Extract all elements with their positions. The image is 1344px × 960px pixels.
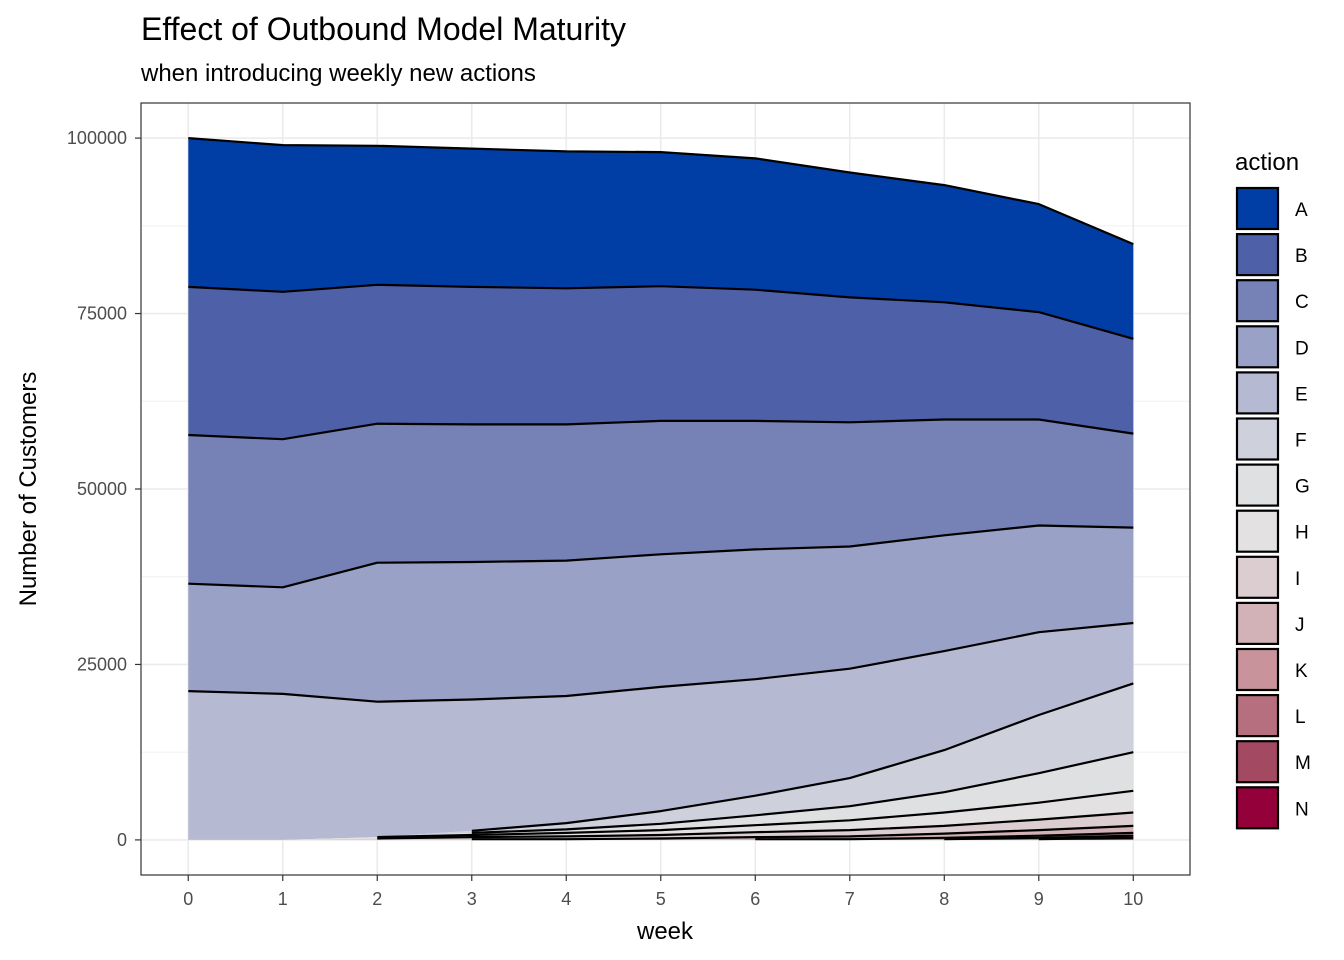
legend-key-H	[1235, 509, 1280, 553]
boundary-line-J	[471, 824, 1134, 841]
area-E	[188, 623, 1134, 840]
boundary-lines	[188, 137, 1134, 841]
y-tick-label: 50000	[77, 479, 127, 499]
boundary-line-A	[188, 137, 1134, 246]
area-M	[188, 837, 1134, 840]
chart-subtitle: when introducing weekly new actions	[140, 60, 536, 87]
legend-label-A: A	[1295, 200, 1308, 221]
boundary-line-K	[755, 831, 1134, 841]
legend-key-J	[1235, 601, 1280, 646]
legend-label-K: K	[1295, 661, 1308, 682]
chart-title: Effect of Outbound Model Maturity	[141, 11, 626, 47]
boundary-line-B	[188, 283, 1134, 340]
boundary-line-H	[377, 789, 1134, 839]
legend-label-L: L	[1295, 707, 1306, 728]
legend-label-B: B	[1295, 246, 1308, 267]
y-tick-label: 0	[117, 830, 127, 850]
area-A	[188, 138, 1134, 339]
legend: A B C D E F G H I J K L M N	[1235, 186, 1311, 830]
legend-label-N: N	[1295, 799, 1309, 820]
x-axis-title: week	[636, 918, 694, 945]
legend-key-A	[1235, 186, 1280, 231]
y-axis-title: Number of Customers	[15, 372, 42, 607]
boundary-line-M	[1038, 836, 1134, 841]
legend-key-G	[1235, 463, 1280, 507]
x-tick-label: 3	[467, 889, 477, 909]
x-tick-label: 6	[750, 889, 760, 909]
legend-label-C: C	[1295, 292, 1309, 313]
boundary-line-L	[944, 834, 1134, 841]
legend-title: action	[1235, 149, 1299, 176]
legend-label-I: I	[1295, 569, 1300, 590]
legend-key-D	[1235, 325, 1280, 369]
legend-label-F: F	[1295, 431, 1307, 452]
legend-label-E: E	[1295, 384, 1308, 405]
legend-key-C	[1235, 279, 1280, 323]
area-I	[188, 812, 1134, 840]
x-tick-label: 2	[372, 889, 382, 909]
legend-label-M: M	[1295, 753, 1311, 774]
boundary-line-F	[471, 682, 1134, 832]
boundary-line-D	[188, 524, 1134, 589]
legend-key-B	[1235, 233, 1280, 277]
legend-key-F	[1235, 417, 1280, 461]
area-C	[188, 419, 1134, 588]
area-G	[188, 752, 1134, 840]
boundary-line-C	[188, 418, 1134, 441]
legend-key-K	[1235, 647, 1280, 692]
legend-label-D: D	[1295, 338, 1309, 359]
area-D	[188, 525, 1134, 702]
y-axis-ticks: 0 25000 50000 75000 100000	[67, 128, 141, 850]
x-tick-label: 9	[1034, 889, 1044, 909]
x-tick-label: 8	[939, 889, 949, 909]
y-tick-label: 25000	[77, 654, 127, 674]
boundary-line-E	[188, 621, 1134, 703]
legend-key-N	[1235, 786, 1280, 830]
x-tick-label: 10	[1123, 889, 1143, 909]
x-tick-label: 7	[845, 889, 855, 909]
x-tick-label: 5	[656, 889, 666, 909]
legend-key-E	[1235, 371, 1280, 415]
boundary-line-I	[377, 811, 1134, 840]
x-axis-ticks: 0 1 2 3 4 5 6 7 8 9 10	[183, 875, 1143, 909]
area-F	[188, 683, 1134, 840]
x-tick-label: 4	[561, 889, 571, 909]
legend-key-I	[1235, 555, 1280, 599]
y-tick-label: 75000	[77, 304, 127, 324]
legend-key-M	[1235, 740, 1280, 784]
legend-label-H: H	[1295, 523, 1309, 544]
legend-label-G: G	[1295, 477, 1310, 498]
legend-key-L	[1235, 693, 1280, 738]
x-tick-label: 0	[183, 889, 193, 909]
area-J	[188, 825, 1134, 840]
x-tick-label: 1	[278, 889, 288, 909]
area-B	[188, 284, 1134, 440]
y-tick-label: 100000	[67, 128, 127, 148]
area-layers	[188, 138, 1134, 840]
legend-label-J: J	[1295, 615, 1305, 636]
boundary-line-G	[471, 751, 1134, 834]
